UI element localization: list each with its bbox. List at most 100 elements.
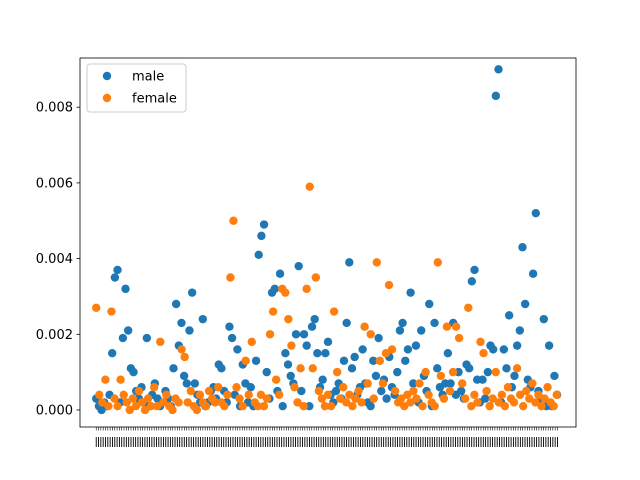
male-point-58 [246, 383, 255, 392]
male-point-119 [409, 379, 418, 388]
x-tick-label-93 [311, 437, 313, 447]
x-tick-label-181 [515, 437, 517, 447]
x-tick-label-45 [200, 437, 201, 447]
x-tick-label-144 [429, 437, 431, 447]
female-point-146 [537, 401, 546, 411]
female-point-114 [439, 394, 449, 403]
x-tick-label-10 [118, 437, 120, 447]
x-tick-label-15 [130, 437, 132, 447]
female-point-5 [107, 307, 116, 316]
male-point-32 [177, 318, 186, 328]
female-point-54 [256, 390, 266, 400]
female-point-91 [369, 394, 378, 403]
x-tick-label-178 [508, 437, 510, 447]
male-point-100 [358, 345, 367, 354]
male-point-153 [499, 345, 509, 354]
female-point-47 [235, 394, 244, 403]
x-tick-label-27 [158, 437, 160, 447]
x-tick-label-60 [234, 437, 236, 447]
x-tick-label-56 [225, 437, 227, 447]
x-tick-label-176 [503, 437, 505, 447]
female-point-48 [238, 401, 247, 411]
x-tick-label-101 [329, 437, 331, 447]
x-tick-label-133 [404, 437, 405, 447]
x-tick-label-52 [216, 437, 218, 447]
x-tick-label-11 [121, 437, 123, 447]
x-tick-label-104 [336, 437, 338, 447]
male-point-6 [108, 349, 117, 358]
x-tick-label-40 [188, 437, 190, 447]
x-tick-label-34 [174, 437, 176, 447]
male-point-40 [198, 314, 207, 324]
female-point-81 [339, 383, 348, 392]
male-point-90 [331, 386, 341, 396]
x-tick-label-38 [183, 437, 185, 447]
male-point-64 [262, 367, 271, 377]
x-tick-label-22 [146, 437, 148, 447]
x-tick-label-21 [144, 437, 146, 447]
male-point-67 [270, 284, 279, 294]
female-point-128 [482, 386, 491, 396]
female-point-3 [101, 375, 110, 384]
x-tick-label-46 [202, 437, 204, 447]
male-point-71 [281, 349, 290, 358]
legend: male female [86, 63, 187, 113]
x-tick-label-194 [545, 437, 547, 447]
female-point-74 [317, 394, 327, 403]
x-tick-label-114 [359, 437, 361, 447]
female-point-103 [406, 398, 415, 407]
female-point-139 [515, 390, 525, 400]
x-tick-label-103 [334, 437, 336, 447]
female-point-11 [125, 405, 134, 415]
female-point-79 [332, 367, 342, 377]
x-tick-label-132 [401, 437, 403, 447]
female-point-20 [153, 401, 162, 411]
female-point-124 [470, 390, 479, 400]
x-tick-label-174 [499, 437, 500, 447]
male-point-164 [528, 269, 538, 278]
female-point-22 [159, 398, 168, 407]
x-tick-label-73 [264, 437, 266, 447]
x-tick-label-26 [156, 437, 157, 447]
x-tick-label-51 [213, 437, 215, 447]
x-tick-label-105 [339, 437, 341, 447]
female-point-82 [342, 398, 351, 407]
x-tick-label-88 [299, 437, 301, 447]
x-tick-label-150 [443, 437, 445, 447]
female-point-78 [329, 307, 339, 316]
x-tick-label-158 [461, 437, 463, 447]
male-point-160 [518, 243, 527, 252]
female-point-98 [390, 386, 400, 396]
female-point-43 [223, 390, 232, 400]
female-point-115 [442, 322, 452, 331]
female-point-140 [518, 401, 528, 411]
x-tick-label-197 [552, 437, 554, 447]
male-point-157 [510, 371, 519, 381]
female-point-134 [500, 401, 510, 411]
x-tick-label-9 [116, 437, 118, 447]
female-point-21 [156, 337, 165, 347]
male-point-69 [275, 269, 285, 278]
female-point-17 [143, 394, 153, 403]
x-tick-label-195 [547, 437, 549, 447]
female-point-121 [461, 394, 470, 403]
x-tick-label-14 [128, 437, 130, 447]
female-point-73 [314, 386, 324, 396]
male-point-93 [339, 356, 349, 365]
female-point-108 [421, 367, 430, 377]
female-point-45 [229, 216, 238, 225]
x-tick-label-99 [325, 437, 327, 447]
female-point-16 [140, 405, 150, 415]
male-point-154 [502, 364, 511, 373]
x-tick-label-113 [357, 437, 359, 447]
female-point-9 [119, 390, 128, 400]
female-point-15 [137, 398, 147, 407]
male-point-141 [467, 277, 477, 286]
legend-box [86, 63, 187, 113]
male-point-77 [297, 386, 306, 396]
female-point-85 [351, 394, 360, 403]
x-tick-label-184 [522, 437, 524, 447]
male-point-95 [345, 258, 354, 267]
female-point-66 [293, 398, 302, 407]
